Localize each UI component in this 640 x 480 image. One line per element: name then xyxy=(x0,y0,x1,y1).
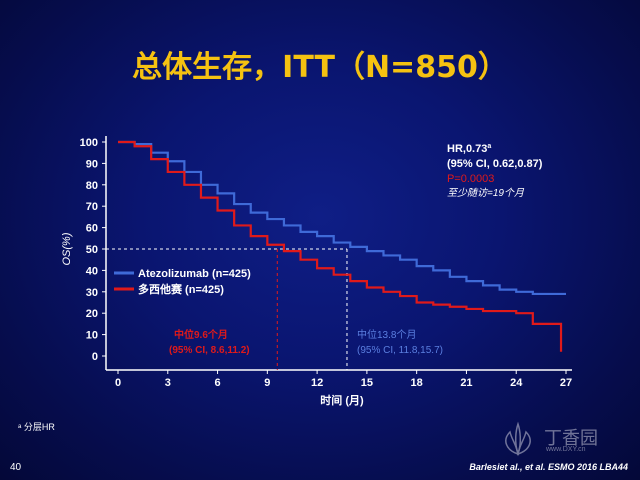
dxy-watermark: 丁香园 www.DXY.cn xyxy=(496,420,626,458)
atezo-median-line1: 中位13.8个月 xyxy=(357,328,416,341)
docetaxel-median-line2: (95% CI, 8.6,11.2) xyxy=(169,345,250,356)
hr-superscript: a xyxy=(487,143,491,150)
y-tick-label: 100 xyxy=(80,137,98,149)
x-tick-label: 27 xyxy=(560,377,572,389)
x-tick-label: 24 xyxy=(510,377,523,389)
watermark-url: www.DXY.cn xyxy=(546,446,586,453)
km-survival-chart: 0 10 20 30 40 50 60 70 80 90 100 0 3 6 9 12 15 18 21 24 27 时间… xyxy=(61,136,572,407)
x-tick-label: 0 xyxy=(115,377,121,389)
atezolizumab-curve xyxy=(118,140,566,296)
x-tick-label: 18 xyxy=(411,377,423,389)
ci-text: (95% CI, 0.62,0.87) xyxy=(447,158,543,170)
survival-curves xyxy=(118,140,566,352)
y-tick-label: 70 xyxy=(86,201,98,213)
x-tick-label: 12 xyxy=(311,377,323,389)
page-number: 40 xyxy=(10,462,22,473)
x-tick-label: 21 xyxy=(460,377,472,389)
y-tick-label: 50 xyxy=(86,244,98,256)
chart-legend: Atezolizumab (n=425) 多西他赛 (n=425) xyxy=(114,268,251,296)
x-tick-label: 15 xyxy=(361,377,373,389)
y-tick-label: 30 xyxy=(86,287,98,299)
legend-docetaxel-label: 多西他赛 (n=425) xyxy=(138,282,224,296)
y-tick-label: 90 xyxy=(86,158,98,170)
y-tick-label: 60 xyxy=(86,223,98,235)
chart-axes: 0 10 20 30 40 50 60 70 80 90 100 0 3 6 9 12 15 18 21 24 27 时间… xyxy=(61,136,572,407)
p-value-text: P=0.0003 xyxy=(447,173,494,185)
followup-text: 至少随访=19个月 xyxy=(447,187,525,199)
legend-atezo-label: Atezolizumab (n=425) xyxy=(138,268,251,280)
x-tick-label: 9 xyxy=(264,377,270,389)
citation: Barlesiet al., et al. ESMO 2016 LBA44 xyxy=(469,462,628,472)
x-axis-title: 时间 (月) xyxy=(320,393,364,407)
hr-text: HR,0.73a xyxy=(447,143,491,155)
y-axis-title: OS(%) xyxy=(61,232,73,265)
watermark-text: 丁香园 xyxy=(544,428,598,449)
y-tick-label: 10 xyxy=(86,330,98,342)
median-annotations: 中位9.6个月 (95% CI, 8.6,11.2) 中位13.8个月 (95%… xyxy=(169,328,443,356)
slide-title: 总体生存，ITT（N=850） xyxy=(132,50,508,85)
footnote: ᵃ 分层HR xyxy=(18,422,55,432)
x-tick-label: 6 xyxy=(214,377,220,389)
atezo-median-line2: (95% CI, 11.8,15.7) xyxy=(357,345,443,356)
median-reference-lines xyxy=(106,248,348,370)
y-tick-label: 80 xyxy=(86,180,98,192)
docetaxel-curve xyxy=(118,140,563,352)
x-tick-label: 3 xyxy=(165,377,171,389)
hazard-ratio-box: HR,0.73a (95% CI, 0.62,0.87) P=0.0003 至少… xyxy=(447,143,543,199)
flower-logo-icon xyxy=(505,421,531,457)
y-tick-label: 40 xyxy=(86,265,98,277)
y-tick-label: 20 xyxy=(86,308,98,320)
y-tick-label: 0 xyxy=(92,351,98,363)
docetaxel-median-line1: 中位9.6个月 xyxy=(174,328,228,341)
